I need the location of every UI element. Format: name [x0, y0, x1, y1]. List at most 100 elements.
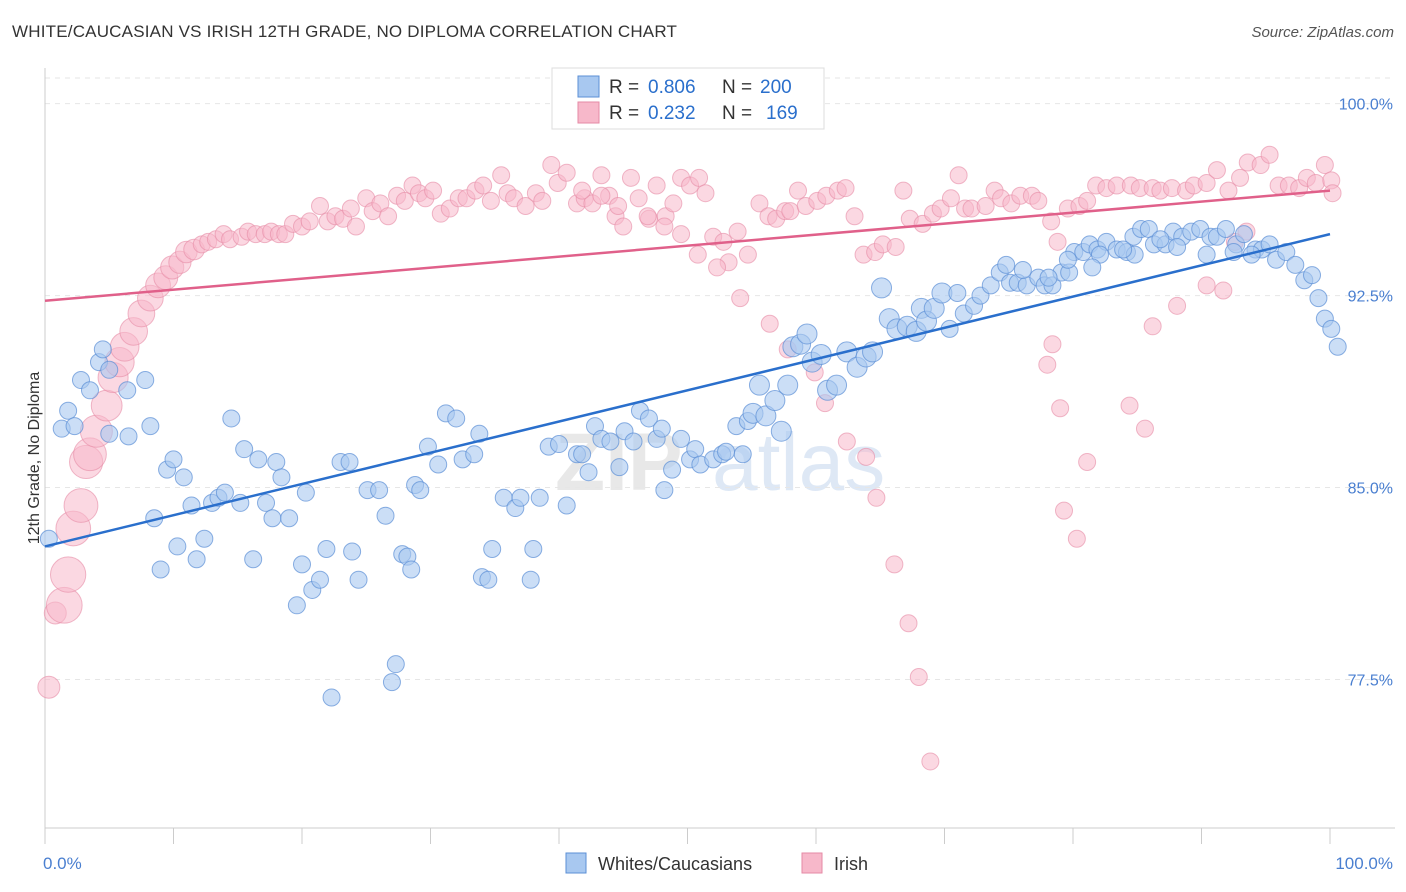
white-point	[1039, 268, 1058, 287]
x-tick-label-max: 100.0%	[1335, 854, 1393, 873]
white-point	[151, 560, 170, 579]
irish-point	[49, 556, 87, 593]
legend-n-label-1: N =	[722, 77, 752, 98]
white-point	[871, 277, 893, 299]
white-point	[310, 570, 329, 589]
white-point	[1322, 319, 1341, 338]
irish-point	[949, 166, 968, 185]
irish-point	[655, 217, 674, 236]
irish-point	[885, 555, 904, 574]
irish-point	[845, 207, 864, 226]
irish-point	[629, 189, 648, 208]
white-point	[349, 570, 368, 589]
white-point	[1216, 220, 1235, 239]
white-point	[317, 539, 336, 558]
white-point	[465, 445, 484, 464]
irish-point	[638, 207, 657, 226]
bottom-legend-label-white: Whites/Caucasians	[598, 854, 752, 874]
white-point	[287, 596, 306, 615]
white-point	[340, 452, 359, 471]
white-point	[65, 417, 84, 436]
irish-point	[886, 237, 905, 256]
white-point	[382, 673, 401, 692]
white-point	[748, 374, 770, 396]
white-point	[1168, 237, 1187, 256]
irish-point	[789, 181, 808, 200]
white-point	[411, 481, 430, 500]
trend-lines	[44, 189, 1331, 548]
irish-point	[696, 184, 715, 203]
irish-point	[1214, 281, 1233, 300]
white-point	[174, 468, 193, 487]
white-point	[764, 390, 786, 412]
irish-point	[708, 258, 727, 277]
bottom-legend: Whites/Caucasians Irish	[565, 852, 868, 874]
y-tick-label: 77.5%	[1348, 673, 1393, 690]
gridlines	[45, 77, 1395, 681]
irish-point	[300, 212, 319, 231]
chart-title: WHITE/CAUCASIAN VS IRISH 12TH GRADE, NO …	[12, 22, 678, 41]
irish-point	[492, 166, 511, 185]
irish-point	[614, 217, 633, 236]
white-point	[530, 488, 549, 507]
white-point	[296, 483, 315, 502]
legend-r-label-1: R =	[609, 77, 639, 98]
bottom-legend-swatch-irish	[801, 852, 823, 874]
irish-point	[894, 181, 913, 200]
irish-point	[516, 196, 535, 215]
white-point	[244, 550, 263, 569]
white-point	[1114, 240, 1133, 259]
white-point	[272, 468, 291, 487]
tick-labels: 77.5% 85.0% 92.5% 100.0% 0.0% 100.0%	[43, 97, 1393, 873]
irish-point	[1197, 173, 1216, 192]
irish-point	[1260, 145, 1279, 164]
white-point	[717, 442, 736, 461]
white-point	[141, 417, 160, 436]
white-point	[402, 560, 421, 579]
irish-point	[45, 586, 83, 624]
white-point	[1286, 255, 1305, 274]
irish-point	[557, 163, 576, 182]
axes	[44, 68, 1395, 844]
y-tick-label: 85.0%	[1348, 481, 1393, 498]
white-point	[215, 483, 234, 502]
white-point	[257, 493, 276, 512]
irish-point	[899, 614, 918, 633]
irish-point	[424, 181, 443, 200]
white-point	[93, 340, 112, 359]
irish-point	[1231, 168, 1250, 187]
white-point	[579, 463, 598, 482]
white-point	[610, 458, 629, 477]
bottom-legend-swatch-white	[565, 852, 587, 874]
irish-point	[1207, 161, 1226, 180]
irish-point	[1323, 184, 1342, 203]
irish-point	[731, 289, 750, 308]
y-axis-label: 12th Grade, No Diploma	[26, 372, 43, 545]
white-point	[322, 688, 341, 707]
irish-point	[921, 752, 940, 771]
irish-point	[1029, 191, 1048, 210]
irish-point	[728, 222, 747, 241]
irish-point	[533, 191, 552, 210]
bottom-legend-label-irish: Irish	[834, 854, 868, 874]
irish-point	[750, 194, 769, 213]
white-point	[80, 381, 99, 400]
legend-n-label-2: N =	[722, 103, 752, 124]
white-point	[187, 550, 206, 569]
white-point	[376, 506, 395, 525]
white-point	[164, 450, 183, 469]
white-point	[1234, 225, 1253, 244]
white-point	[573, 445, 592, 464]
white-point	[235, 440, 254, 459]
irish-point	[1120, 396, 1139, 415]
white-point	[550, 435, 568, 454]
white-point	[222, 409, 241, 428]
white-point	[1303, 266, 1322, 285]
irish-point	[474, 176, 493, 195]
white-point	[39, 529, 58, 548]
irish-point	[1078, 452, 1097, 471]
irish-point	[609, 196, 628, 215]
irish-point	[1197, 276, 1216, 295]
irish-point	[867, 488, 886, 507]
